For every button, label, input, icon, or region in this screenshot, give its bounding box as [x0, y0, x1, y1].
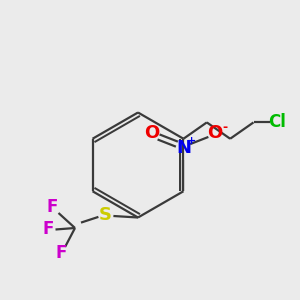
Text: Cl: Cl	[268, 113, 286, 131]
Text: O: O	[144, 124, 160, 142]
Text: -: -	[222, 121, 227, 134]
Text: F: F	[56, 244, 67, 262]
Text: F: F	[47, 198, 58, 216]
Text: N: N	[176, 139, 191, 157]
Text: S: S	[98, 206, 112, 224]
Text: F: F	[42, 220, 54, 238]
Text: +: +	[187, 136, 196, 146]
Text: O: O	[207, 124, 223, 142]
